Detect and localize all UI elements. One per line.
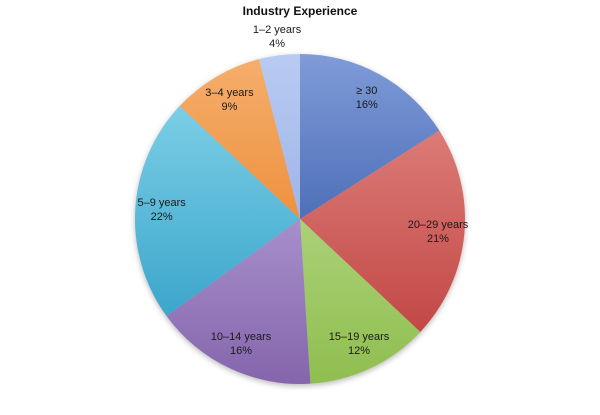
pie-slice-4: [135, 106, 300, 316]
pie-slice-3: [166, 219, 311, 384]
pie-slice-0: [300, 54, 440, 219]
pie-slice-2: [300, 219, 421, 384]
pie-slice-5: [179, 59, 300, 220]
pie-slice-6: [258, 54, 300, 219]
chart-title: Industry Experience: [242, 4, 358, 18]
pie-slice-1: [300, 130, 465, 332]
